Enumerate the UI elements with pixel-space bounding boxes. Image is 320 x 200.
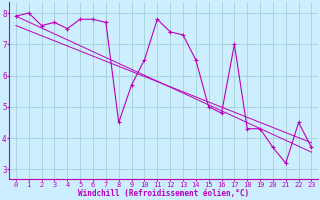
X-axis label: Windchill (Refroidissement éolien,°C): Windchill (Refroidissement éolien,°C) (78, 189, 249, 198)
